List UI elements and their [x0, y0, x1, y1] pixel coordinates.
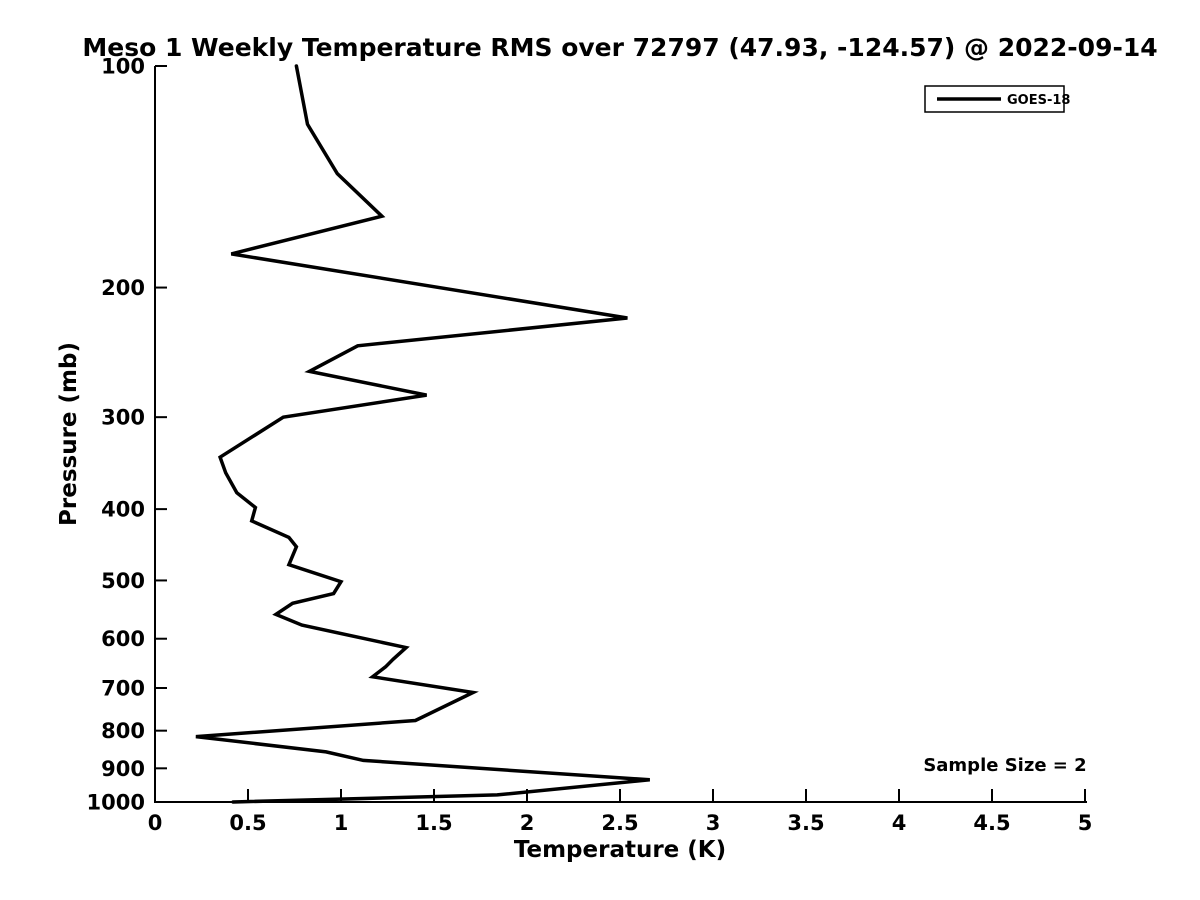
y-tick-label: 700 — [101, 676, 145, 700]
y-tick-label: 800 — [101, 719, 145, 743]
x-axis-tick-labels: 0 0.5 1 1.5 2 2.5 3 3.5 4 4.5 5 — [148, 811, 1093, 835]
x-tick-label: 3.5 — [787, 811, 824, 835]
y-tick-label: 900 — [101, 757, 145, 781]
y-tick-label: 1000 — [87, 791, 145, 815]
x-tick-label: 4.5 — [973, 811, 1010, 835]
legend-entry-label: GOES-18 — [1007, 93, 1070, 108]
sample-size-annotation: Sample Size = 2 — [923, 755, 1086, 776]
x-tick-label: 2 — [520, 811, 535, 835]
y-axis-ticks — [155, 65, 167, 803]
x-tick-label: 1 — [334, 811, 349, 835]
x-tick-label: 1.5 — [415, 811, 452, 835]
x-tick-label: 4 — [892, 811, 907, 835]
y-tick-label: 500 — [101, 569, 145, 593]
y-tick-label: 600 — [101, 627, 145, 651]
x-tick-label: 5 — [1078, 811, 1093, 835]
legend: GOES-18 — [924, 85, 1070, 113]
x-tick-label: 0 — [148, 811, 163, 835]
x-axis-ticks — [154, 789, 1086, 802]
y-tick-label: 100 — [101, 55, 145, 79]
y-tick-label: 400 — [101, 498, 145, 522]
chart-title: Meso 1 Weekly Temperature RMS over 72797… — [82, 33, 1157, 62]
x-axis-label: Temperature (K) — [514, 837, 726, 863]
y-tick-label: 200 — [101, 276, 145, 300]
y-tick-label: 300 — [101, 406, 145, 430]
x-tick-label: 2.5 — [601, 811, 638, 835]
y-axis-label: Pressure (mb) — [56, 342, 82, 526]
goes18-series-line — [195, 64, 650, 804]
y-axis-tick-labels: 100 200 300 400 500 600 700 800 900 1000 — [87, 55, 145, 815]
x-tick-label: 0.5 — [229, 811, 266, 835]
x-tick-label: 3 — [706, 811, 721, 835]
